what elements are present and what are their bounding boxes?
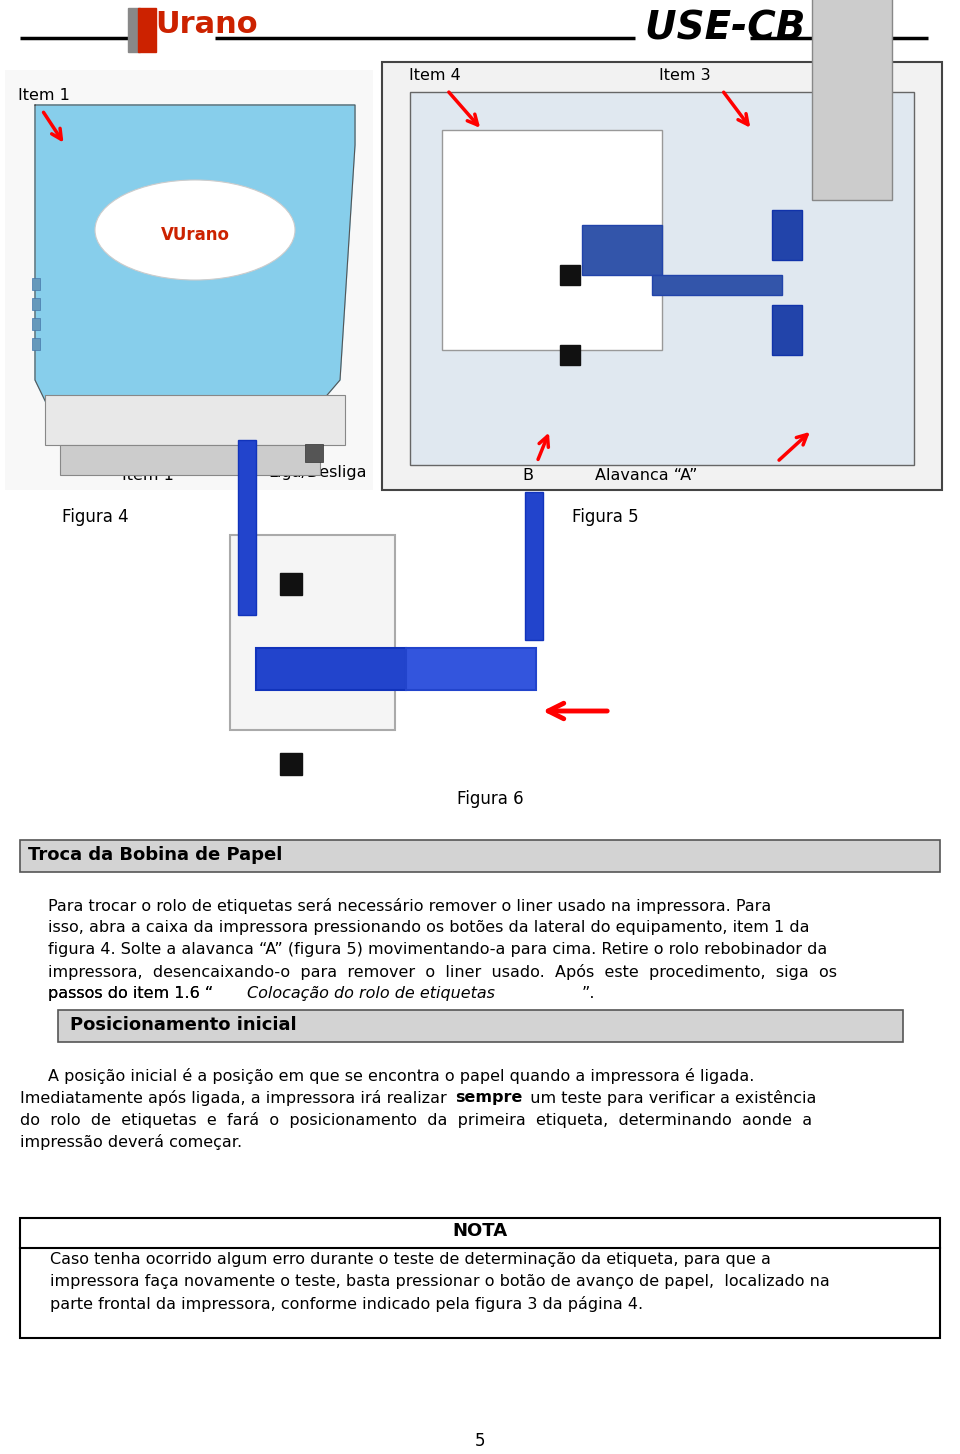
Text: Posicionamento inicial: Posicionamento inicial	[70, 1016, 297, 1034]
Text: impressora faça novamente o teste, basta pressionar o botão de avanço de papel, : impressora faça novamente o teste, basta…	[50, 1274, 829, 1290]
Bar	[772, 209, 802, 260]
Bar	[32, 298, 40, 310]
Text: Item 4: Item 4	[409, 68, 461, 83]
Bar	[280, 573, 302, 595]
Text: 5: 5	[475, 1432, 485, 1450]
Text: Urano: Urano	[155, 10, 257, 39]
Text: Colocação do rolo de etiquetas: Colocação do rolo de etiquetas	[247, 986, 495, 1000]
Text: Chave
Liga/Desliga: Chave Liga/Desliga	[268, 448, 367, 480]
Text: Figura 5: Figura 5	[572, 507, 638, 526]
Bar	[58, 1011, 903, 1043]
Text: passos do item 1.6 “: passos do item 1.6 “	[48, 986, 218, 1000]
Bar	[406, 648, 536, 691]
Text: impressora,  desencaixando-o  para  remover  o  liner  usado.  Após  este  proce: impressora, desencaixando-o para remover…	[48, 964, 837, 980]
Text: B: B	[522, 468, 534, 483]
Text: NOTA: NOTA	[452, 1221, 508, 1240]
Text: impressão deverá começar.: impressão deverá começar.	[20, 1134, 242, 1150]
Bar	[280, 753, 302, 775]
Bar	[560, 345, 580, 365]
Bar	[5, 70, 373, 490]
Text: do  rolo  de  etiquetas  e  fará  o  posicionamento  da  primeira  etiqueta,  de: do rolo de etiquetas e fará o posicionam…	[20, 1112, 812, 1128]
Text: Item 1: Item 1	[122, 468, 174, 483]
Bar	[256, 648, 406, 691]
Bar	[20, 1218, 940, 1338]
Bar	[32, 318, 40, 330]
Text: figura 4. Solte a alavanca “A” (figura 5) movimentando-a para cima. Retire o rol: figura 4. Solte a alavanca “A” (figura 5…	[48, 942, 828, 957]
Text: Figura 6: Figura 6	[457, 790, 523, 808]
Bar	[20, 840, 940, 872]
Text: sempre: sempre	[455, 1090, 522, 1105]
Bar	[230, 535, 395, 730]
Bar	[238, 441, 256, 615]
Text: ”.: ”.	[582, 986, 595, 1000]
Text: ⅤUrano: ⅤUrano	[160, 225, 229, 244]
Bar	[525, 491, 543, 640]
Text: Alavanca “A”: Alavanca “A”	[595, 468, 698, 483]
Text: Caso tenha ocorrido algum erro durante o teste de determinação da etiqueta, para: Caso tenha ocorrido algum erro durante o…	[50, 1252, 771, 1266]
Text: um teste para verificar a existência: um teste para verificar a existência	[520, 1090, 816, 1106]
Polygon shape	[35, 105, 355, 435]
Text: Item 1: Item 1	[18, 89, 70, 103]
Bar	[410, 92, 914, 465]
Ellipse shape	[95, 180, 295, 281]
Bar	[382, 63, 942, 490]
Bar	[32, 337, 40, 350]
Bar	[652, 275, 782, 295]
Bar	[58, 1011, 903, 1043]
Bar	[812, 0, 892, 201]
Bar	[138, 9, 156, 52]
Text: Figura 4: Figura 4	[61, 507, 129, 526]
Text: passos do item 1.6 “: passos do item 1.6 “	[48, 986, 218, 1000]
Bar	[45, 395, 345, 445]
Bar	[772, 305, 802, 355]
Bar	[128, 9, 140, 52]
Text: Item 3: Item 3	[660, 68, 710, 83]
Text: USE-CB III: USE-CB III	[645, 10, 862, 48]
Text: A posição inicial é a posição em que se encontra o papel quando a impressora é l: A posição inicial é a posição em que se …	[48, 1069, 755, 1085]
Bar	[442, 129, 662, 350]
Bar	[32, 278, 40, 289]
Text: Troca da Bobina de Papel: Troca da Bobina de Papel	[28, 846, 282, 864]
Bar	[582, 225, 662, 275]
Bar	[305, 443, 323, 462]
Bar	[560, 265, 580, 285]
Text: isso, abra a caixa da impressora pressionando os botões da lateral do equipament: isso, abra a caixa da impressora pressio…	[48, 920, 809, 935]
Text: Para trocar o rolo de etiquetas será necessário remover o liner usado na impress: Para trocar o rolo de etiquetas será nec…	[48, 899, 771, 915]
Bar	[60, 445, 320, 475]
Bar	[20, 840, 940, 872]
Text: Imediatamente após ligada, a impressora irá realizar: Imediatamente após ligada, a impressora …	[20, 1090, 452, 1106]
Text: parte frontal da impressora, conforme indicado pela figura 3 da página 4.: parte frontal da impressora, conforme in…	[50, 1296, 643, 1312]
